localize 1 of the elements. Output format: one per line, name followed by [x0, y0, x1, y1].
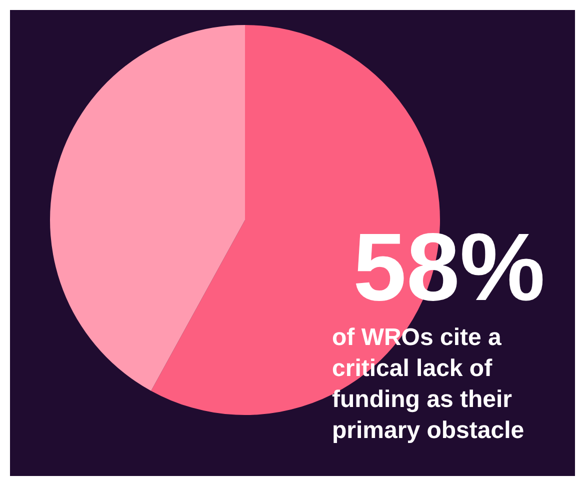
- pie-slice: [50, 25, 245, 391]
